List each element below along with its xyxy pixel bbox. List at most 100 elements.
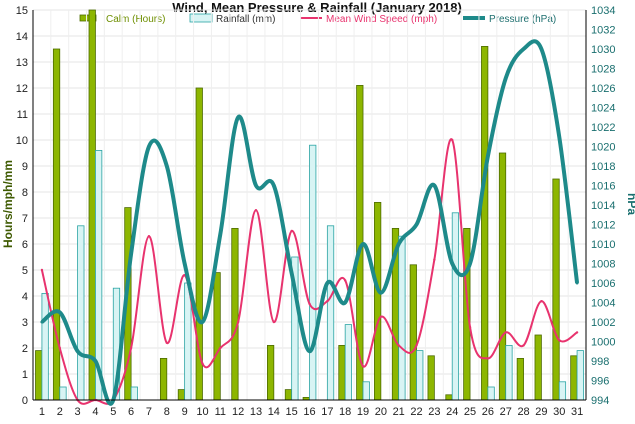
calm-bar <box>284 389 293 401</box>
calm-bar <box>35 350 43 401</box>
rainfall-bar <box>576 350 584 401</box>
wind-speed-point <box>129 346 133 350</box>
rainfall-bar <box>558 381 567 401</box>
rainfall-bar <box>77 225 85 401</box>
pressure-point <box>397 242 401 246</box>
right-tick-label: 1028 <box>591 64 615 76</box>
calm-bar <box>177 389 186 401</box>
pressure-point <box>486 154 490 158</box>
legend-swatch-rainfall <box>189 13 213 23</box>
x-tick-label: 23 <box>428 406 440 418</box>
pressure-point <box>58 310 62 314</box>
x-tick-label: 18 <box>339 406 351 418</box>
x-tick-label: 10 <box>196 406 208 418</box>
wind-speed-point <box>201 362 204 365</box>
right-tick-label: 1016 <box>591 181 615 193</box>
rainfall-bar <box>344 324 352 401</box>
x-tick-label: 26 <box>482 406 494 418</box>
wind-speed-point <box>40 268 44 272</box>
legend-label: Rainfall (mm) <box>216 14 275 25</box>
wind-speed-point <box>58 346 61 350</box>
left-tick-label: 3 <box>22 317 28 329</box>
x-tick-label: 22 <box>410 406 422 418</box>
pressure-point <box>504 76 508 80</box>
x-tick-label: 29 <box>535 406 547 418</box>
calm-bar <box>516 357 524 401</box>
rainfall-bar <box>416 350 424 401</box>
x-tick-label: 24 <box>446 406 458 418</box>
pressure-point <box>415 223 419 226</box>
x-tick-label: 13 <box>250 406 262 418</box>
rainfall-bar <box>505 344 513 401</box>
x-axis-ticks: 1 2 3 4 5 6 7 8 9 10 11 12 13 14 15 16 17 18 19 20 21 22 23 24 2… <box>39 406 583 418</box>
right-tick-label: 1022 <box>591 122 615 134</box>
x-tick-label: 17 <box>321 406 333 418</box>
calm-bar <box>338 344 346 401</box>
left-tick-label: 13 <box>16 57 28 69</box>
pressure-point <box>432 184 436 187</box>
right-tick-label: 1034 <box>591 5 615 17</box>
right-tick-label: 1008 <box>591 259 615 271</box>
left-tick-label: 0 <box>22 395 28 407</box>
pressure-point <box>272 184 276 187</box>
x-tick-label: 5 <box>110 406 116 418</box>
left-tick-label: 2 <box>22 343 28 355</box>
calm-bar <box>498 152 507 401</box>
right-tick-label: 1018 <box>591 161 615 173</box>
calm-bar <box>267 344 275 401</box>
wind-speed-point <box>361 365 365 368</box>
legend: Calm (Hours) Rainfall (mm) Mean Wind Speed… <box>79 13 556 25</box>
pressure-point <box>575 281 579 285</box>
left-tick-label: 1 <box>22 369 28 381</box>
right-tick-label: 994 <box>591 395 609 407</box>
right-tick-label: 1014 <box>591 200 615 212</box>
x-tick-label: 4 <box>92 406 98 418</box>
pressure-point <box>343 301 347 304</box>
rainfall-bar <box>398 235 406 401</box>
rainfall-bar <box>326 225 335 401</box>
left-axis-title: Hours/mph/mm <box>1 160 15 248</box>
right-tick-label: 1006 <box>591 278 615 290</box>
pressure-point <box>165 164 169 168</box>
calm-bar <box>159 357 168 401</box>
wind-speed-point <box>254 209 258 212</box>
left-tick-label: 9 <box>22 161 28 173</box>
calm-bar <box>427 355 435 401</box>
pressure-point <box>557 135 561 139</box>
right-tick-label: 1012 <box>591 220 615 232</box>
rainfall-bar <box>309 144 317 401</box>
right-tick-label: 1004 <box>591 298 615 310</box>
calm-bar <box>213 272 221 401</box>
x-tick-label: 27 <box>500 406 512 418</box>
x-tick-label: 31 <box>571 406 583 418</box>
pressure-point <box>522 47 526 51</box>
wind-speed-point <box>433 258 436 261</box>
wind-speed-point <box>326 300 329 303</box>
calm-bar <box>534 334 542 401</box>
wind-speed-point <box>540 300 543 303</box>
calm-bar <box>552 178 560 401</box>
wind-speed-point <box>236 320 240 324</box>
pressure-point <box>40 320 44 324</box>
pressure-point <box>93 359 97 363</box>
x-tick-label: 16 <box>303 406 315 418</box>
wind-speed-point <box>147 235 151 238</box>
x-tick-label: 12 <box>232 406 244 418</box>
left-tick-label: 14 <box>16 31 28 43</box>
pressure-point <box>200 320 204 324</box>
pressure-point <box>183 262 187 265</box>
x-tick-label: 3 <box>75 406 81 418</box>
left-tick-label: 7 <box>22 213 28 225</box>
x-tick-label: 9 <box>182 406 188 418</box>
pressure-point <box>147 145 151 148</box>
x-tick-label: 2 <box>57 406 63 418</box>
left-tick-label: 8 <box>22 187 28 199</box>
legend-label: Calm (Hours) <box>106 14 165 25</box>
calm-bar <box>570 355 578 401</box>
right-tick-label: 1000 <box>591 337 615 349</box>
x-tick-label: 21 <box>393 406 405 418</box>
axes <box>32 10 587 401</box>
right-tick-label: 1032 <box>591 25 615 37</box>
